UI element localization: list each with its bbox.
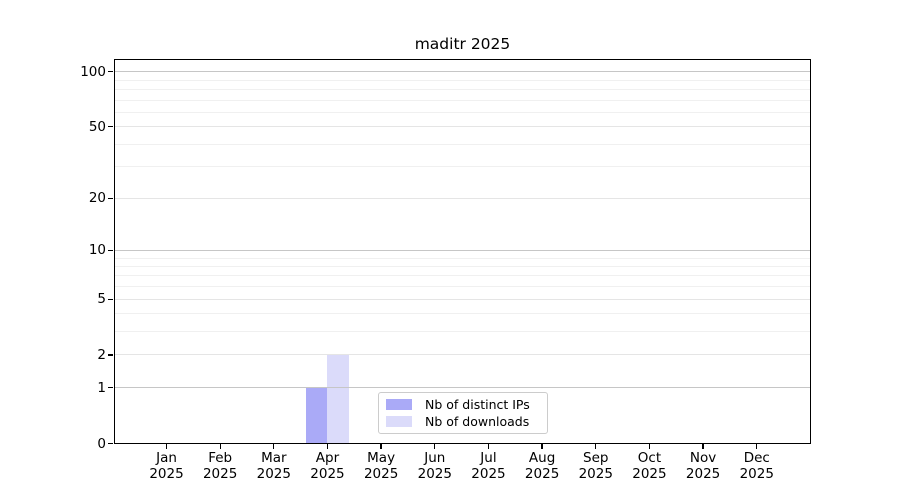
legend-label: Nb of downloads xyxy=(425,414,530,430)
x-tick-year: 2025 xyxy=(363,466,399,482)
minor-gridline xyxy=(114,111,811,113)
x-tick-month: Jan xyxy=(156,450,177,466)
x-tick-year: 2025 xyxy=(524,466,560,482)
x-tick-month: Jul xyxy=(480,450,497,466)
y-tick-label: 0 xyxy=(97,435,106,452)
minor-gridline xyxy=(114,143,811,145)
x-tick-label: Jun 2025 xyxy=(405,450,465,482)
minor-gridline xyxy=(114,286,811,288)
x-tick-mark xyxy=(487,443,490,449)
x-tick-label: Feb 2025 xyxy=(190,450,250,482)
y-tick-mark xyxy=(108,387,114,389)
y-tick-label: 5 xyxy=(97,291,106,308)
x-tick-label: Oct 2025 xyxy=(619,450,679,482)
x-tick-month: Jun xyxy=(424,450,446,466)
minor-gridline xyxy=(114,331,811,333)
chart-title: maditr 2025 xyxy=(414,35,511,53)
y-tick-label: 1 xyxy=(97,379,106,396)
x-tick-month: Apr xyxy=(315,450,340,466)
x-tick-mark xyxy=(326,443,329,449)
x-tick-label: May 2025 xyxy=(351,450,411,482)
legend-entry: Nb of distinct IPs xyxy=(386,396,539,412)
x-tick-mark xyxy=(165,443,168,449)
x-tick-mark xyxy=(273,443,275,449)
x-tick-year: 2025 xyxy=(202,466,238,482)
x-tick-label: Dec 2025 xyxy=(727,450,787,482)
y-tick-label: 100 xyxy=(80,63,106,80)
x-tick-mark xyxy=(434,443,436,449)
x-tick-label: Jan 2025 xyxy=(137,450,197,482)
x-tick-month: Sep xyxy=(583,450,609,466)
legend: Nb of distinct IPs Nb of downloads xyxy=(378,392,548,434)
y-tick-mark xyxy=(108,442,114,445)
x-tick-mark xyxy=(756,443,758,449)
x-tick-month: Nov xyxy=(689,450,717,466)
y-tick-mark xyxy=(108,197,114,199)
y-tick-label: 2 xyxy=(97,346,106,363)
x-tick-year: 2025 xyxy=(685,466,721,482)
minor-gridline xyxy=(114,257,811,259)
legend-label: Nb of distinct IPs xyxy=(425,396,530,412)
x-tick-month: Mar xyxy=(261,450,287,466)
y-tick-mark xyxy=(108,249,114,251)
x-tick-label: Sep 2025 xyxy=(566,450,626,482)
x-tick-label: Aug 2025 xyxy=(512,450,572,482)
y-tick-label: 20 xyxy=(88,190,106,207)
x-tick-mark xyxy=(648,443,651,449)
x-tick-year: 2025 xyxy=(471,466,506,482)
x-tick-mark xyxy=(595,443,597,449)
x-tick-label: Jul 2025 xyxy=(458,450,518,482)
x-tick-label: Apr 2025 xyxy=(297,450,357,482)
plot-area xyxy=(114,59,811,444)
x-tick-month: Dec xyxy=(743,450,770,466)
minor-gridline xyxy=(114,275,811,277)
x-tick-year: 2025 xyxy=(256,466,291,482)
minor-gridline xyxy=(114,88,811,90)
legend-color-swatch-icon xyxy=(386,399,412,410)
legend-color-swatch-icon xyxy=(386,416,412,427)
x-tick-year: 2025 xyxy=(310,466,345,482)
x-tick-year: 2025 xyxy=(149,466,184,482)
minor-gridline xyxy=(114,166,811,168)
x-tick-month: Aug xyxy=(528,450,556,466)
y-tick-label: 50 xyxy=(88,118,106,135)
y-tick-mark xyxy=(108,354,114,356)
x-tick-month: Oct xyxy=(637,450,662,466)
x-tick-mark xyxy=(219,443,221,449)
y-tick-mark xyxy=(108,71,114,73)
decade-gridline xyxy=(114,71,811,73)
x-tick-label: Nov 2025 xyxy=(673,450,733,482)
y-tick-mark xyxy=(108,126,114,128)
minor-gridline xyxy=(114,99,811,101)
x-tick-year: 2025 xyxy=(632,466,667,482)
bar xyxy=(327,355,349,444)
y-tick-label: 10 xyxy=(88,242,106,259)
x-tick-mark xyxy=(541,443,543,449)
sub-gridline xyxy=(114,126,811,128)
decade-gridline xyxy=(114,249,811,251)
decade-gridline xyxy=(114,387,811,389)
y-tick-mark xyxy=(108,298,114,300)
bar xyxy=(305,387,328,444)
minor-gridline xyxy=(114,79,811,81)
x-tick-label: Mar 2025 xyxy=(244,450,304,482)
minor-gridline xyxy=(114,313,811,315)
x-tick-mark xyxy=(380,443,382,449)
x-tick-year: 2025 xyxy=(417,466,452,482)
sub-gridline xyxy=(114,197,811,199)
x-tick-year: 2025 xyxy=(578,466,613,482)
x-tick-mark xyxy=(702,443,704,449)
x-tick-month: May xyxy=(367,450,396,466)
minor-gridline xyxy=(114,265,811,267)
sub-gridline xyxy=(114,298,811,300)
legend-entry: Nb of downloads xyxy=(386,414,539,430)
sub-gridline xyxy=(114,354,811,356)
x-tick-year: 2025 xyxy=(739,466,774,482)
x-tick-month: Feb xyxy=(208,450,233,466)
